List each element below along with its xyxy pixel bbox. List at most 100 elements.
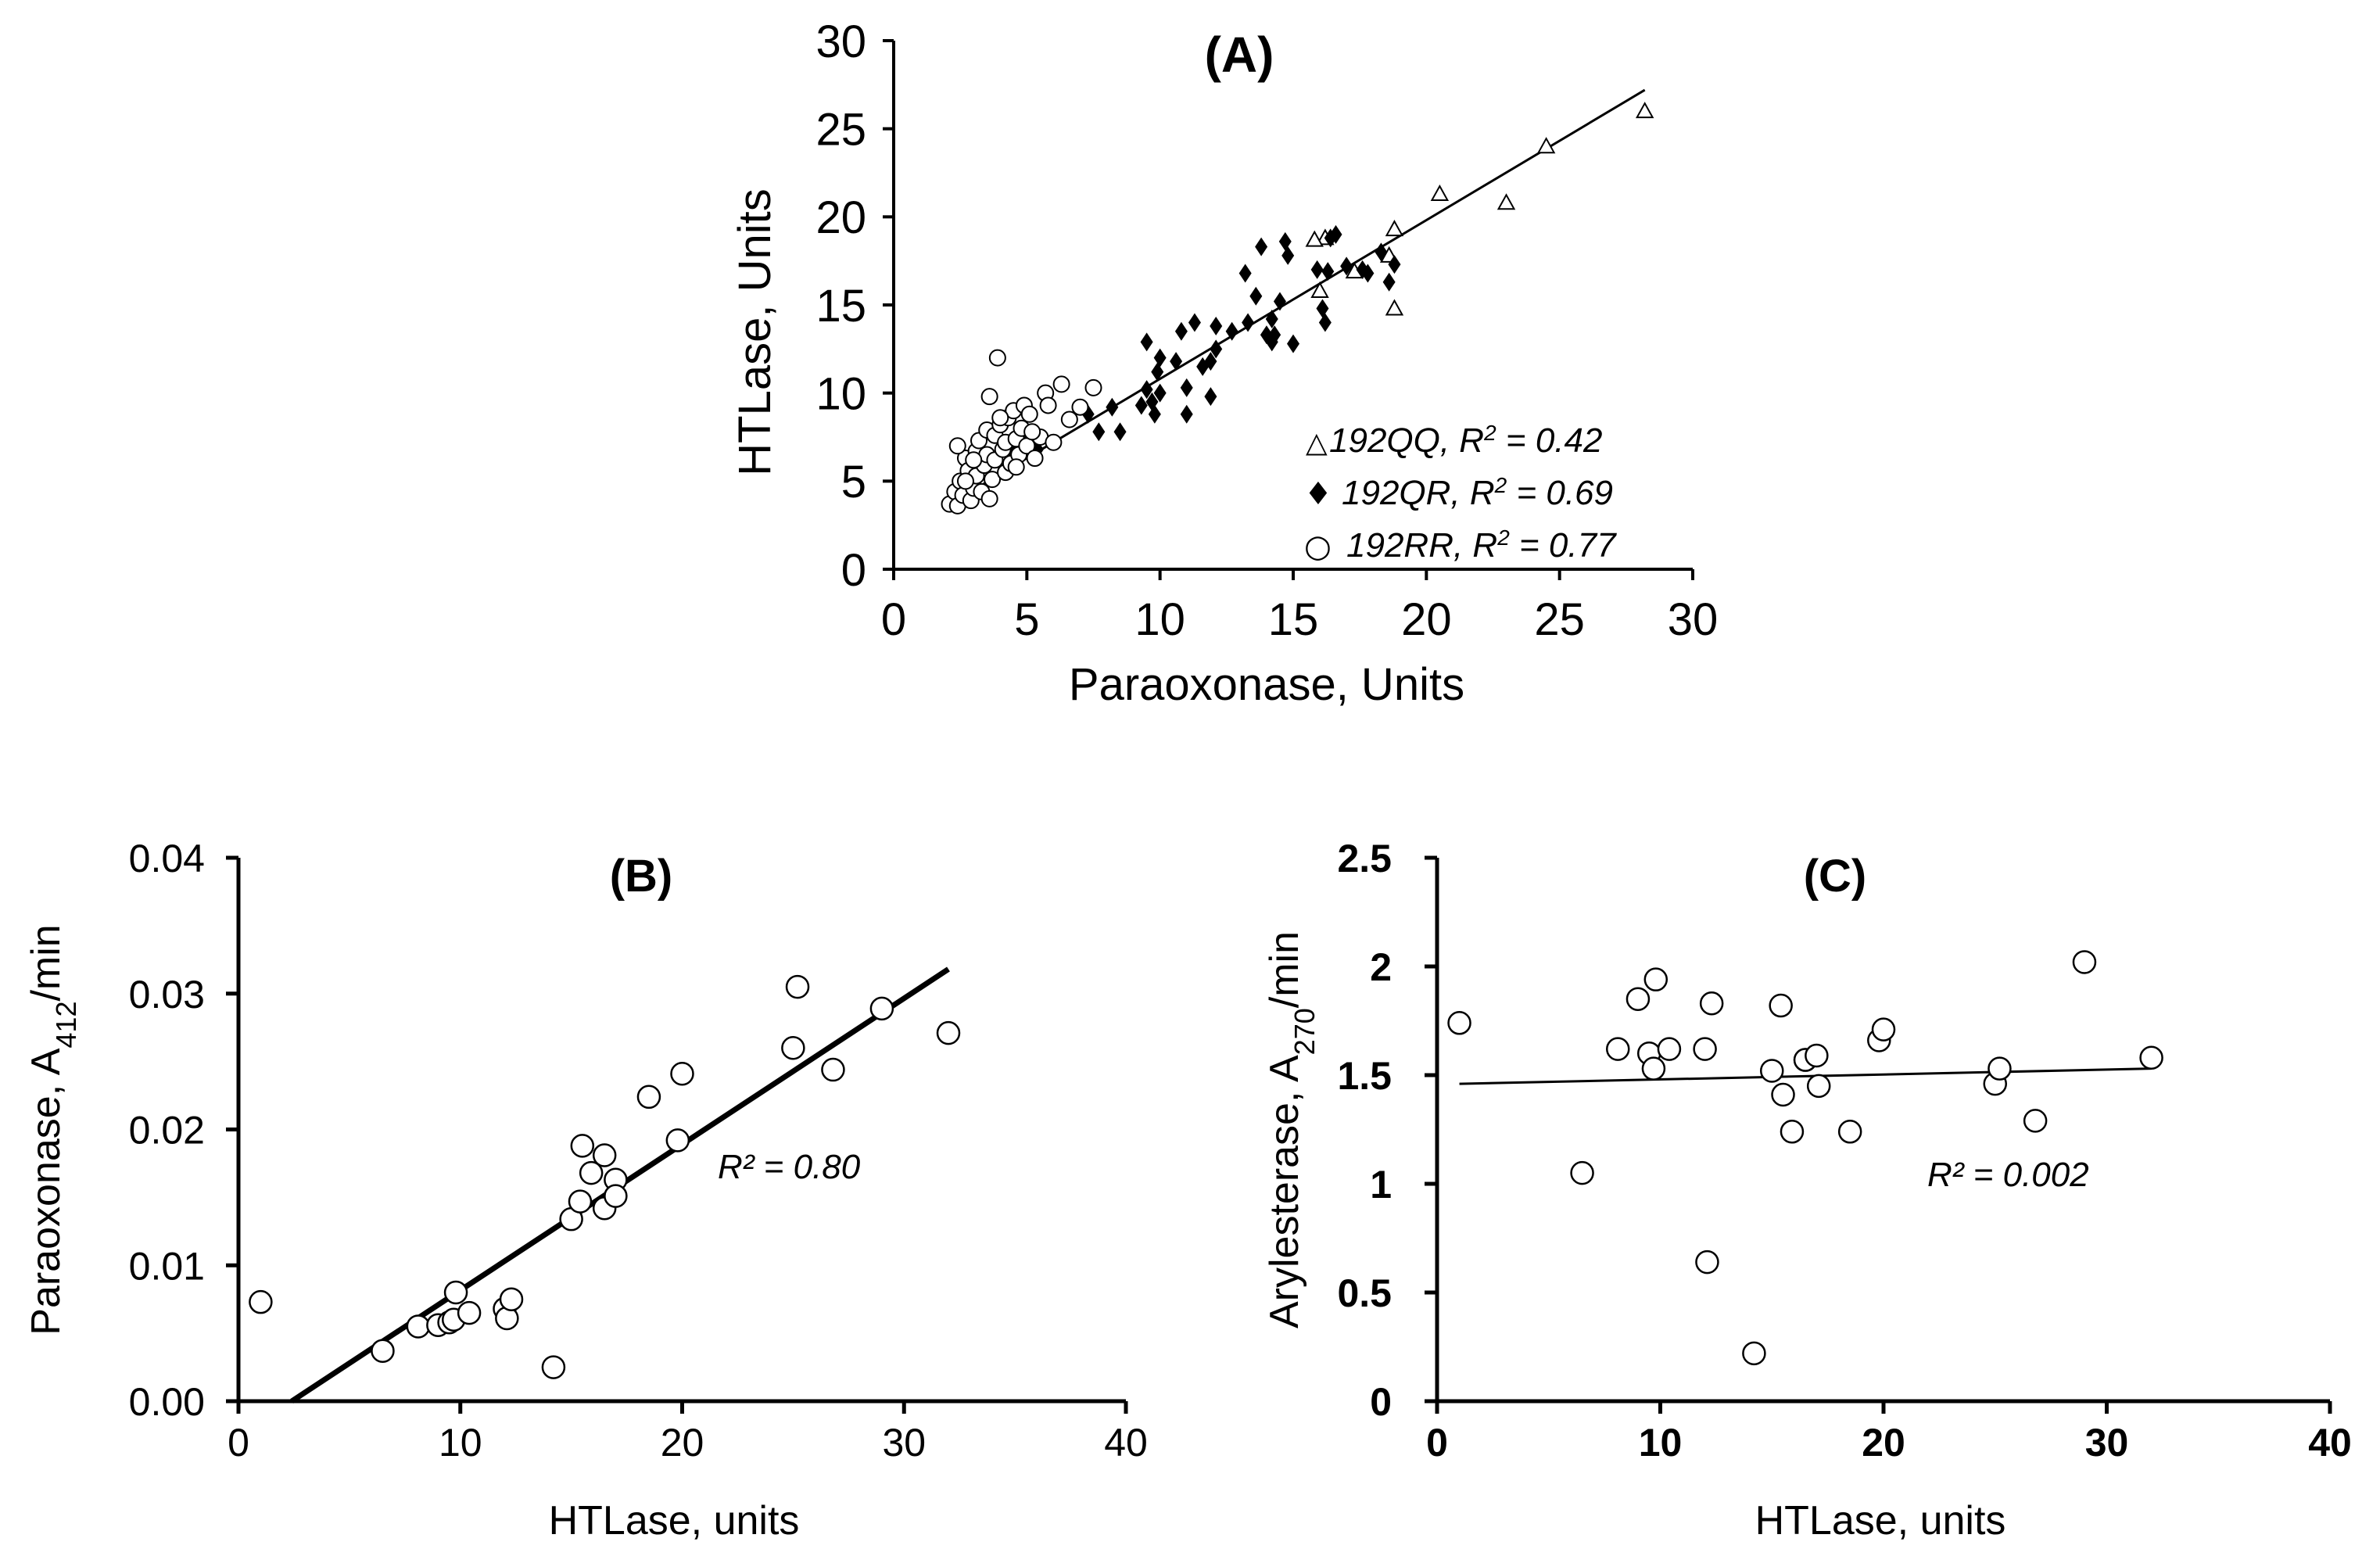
x-tick-label: 10 [1134,594,1185,645]
data-point-circle [1760,1059,1784,1083]
data-point-circle [980,489,998,507]
legend-label: 192RR, R2 = 0.77 [1346,525,1617,565]
data-point-circle [781,1036,805,1060]
data-point-diamond [1153,383,1167,403]
data-point-diamond [1382,272,1396,292]
r-squared-annotation: R² = 0.002 [1927,1156,2089,1194]
data-point-diamond [1180,378,1193,397]
data-point-circle [636,1085,661,1110]
legend-symbol: ○ [1304,529,1332,565]
x-tick-label: 20 [1401,594,1452,645]
y-tick-label: 30 [815,16,866,67]
x-tick-label: 30 [882,1421,926,1465]
data-point-circle [948,437,966,455]
data-point-circle [1699,991,1724,1016]
data-point-diamond [1225,321,1238,341]
data-point-circle [956,472,974,490]
chart-title: (C) [1804,851,1867,902]
y-tick-label: 2.5 [1337,837,1392,880]
legend-symbol: ♦ [1304,476,1332,512]
data-point-circle [2139,1045,2163,1070]
x-axis-label: HTLase, units [1755,1498,2006,1543]
data-point-diamond [1265,310,1278,329]
data-point-diamond [1204,352,1217,371]
legend-item-192qq: △ 192QQ, R2 = 0.42 [1306,421,1602,461]
data-points [249,974,961,1379]
data-point-diamond [1106,397,1119,417]
axes: 0 10 20 30 40 0 0.5 1 1.5 2 2.5 [1337,837,2351,1465]
data-point-diamond [1113,422,1127,442]
data-point-diamond [1375,242,1388,262]
y-tick-label: 0.01 [129,1244,205,1288]
data-point-circle [1625,987,1651,1011]
y-tick-label: 1.5 [1337,1054,1392,1098]
data-point-circle [1023,423,1041,441]
data-point-circle [1084,378,1102,396]
data-point-circle [2023,1109,2048,1133]
data-point-triangle [1310,281,1329,298]
data-point-diamond [1151,362,1164,382]
data-point-circle [1871,1017,1896,1042]
x-tick-label: 0 [1426,1421,1448,1465]
data-point-diamond [1204,387,1217,407]
x-axis-label: Paraoxonase, Units [1069,659,1464,710]
x-tick-label: 30 [1668,594,1719,645]
data-point-circle [1007,458,1025,476]
legend-item-192rr: ○ 192RR, R2 = 0.77 [1304,525,1617,565]
data-point-circle [1837,1120,1862,1144]
data-point-circle [371,1339,395,1363]
data-point-circle [1606,1037,1630,1061]
legend-label: 192QR, R2 = 0.69 [1342,473,1613,513]
y-axis-label: HTLase, Units [729,188,780,475]
x-tick-label: 5 [1014,594,1039,645]
data-point-circle [785,974,810,999]
data-point-diamond [1278,231,1292,251]
data-point-diamond [1140,332,1153,352]
x-tick-label: 10 [1639,1421,1683,1465]
data-point-circle [1780,1120,1805,1144]
data-point-diamond [1170,352,1183,371]
data-point-circle [1026,450,1044,468]
data-point-circle [443,1280,468,1305]
x-tick-label: 15 [1268,594,1319,645]
data-point-diamond [1174,321,1188,341]
data-point-diamond [1324,228,1337,248]
data-point-diamond [1361,264,1375,283]
x-tick-label: 0 [881,594,906,645]
data-point-circle [1695,1249,1719,1275]
data-point-circle [991,409,1009,427]
axes: 0 10 20 30 40 0.00 0.01 0.02 0.03 0.04 [129,837,1148,1465]
data-point-circle [1570,1160,1594,1185]
x-tick-label: 10 [439,1421,482,1465]
y-tick-label: 2 [1370,945,1392,989]
data-point-circle [1071,398,1089,416]
y-tick-label: 0.00 [129,1380,205,1424]
fit-line [1459,1067,2152,1085]
data-point-circle [604,1184,628,1208]
y-tick-label: 10 [815,369,866,420]
data-point-circle [1039,396,1057,414]
data-point-circle [1643,967,1669,991]
y-tick-label: 1 [1370,1163,1392,1206]
fit-line [946,88,1646,507]
x-tick-label: 20 [661,1421,704,1465]
data-point-circle [821,1057,845,1082]
data-point-circle [984,471,1002,489]
chart-title: (A) [1205,27,1274,83]
data-point-diamond [1255,237,1268,256]
data-point-circle [457,1300,482,1325]
data-point-triangle [1536,137,1556,154]
panel-b: (B) 0 10 20 30 40 0.00 0.01 0.02 0.03 0.04 R² = 0… [23,837,1148,1543]
chart-title: (B) [610,851,673,902]
y-tick-label: 0.02 [129,1109,205,1153]
legend-symbol: △ [1306,427,1328,459]
data-point-triangle [1496,193,1516,210]
y-tick-label: 15 [815,281,866,332]
y-tick-label: 0.04 [129,837,205,880]
data-point-circle [869,996,894,1021]
data-point-diamond [1242,313,1255,332]
legend: △ 192QQ, R2 = 0.42 ♦ 192QR, R2 = 0.69 ○ … [1304,421,1617,565]
data-point-circle [1805,1043,1829,1068]
r-squared-annotation: R² = 0.80 [718,1148,861,1186]
